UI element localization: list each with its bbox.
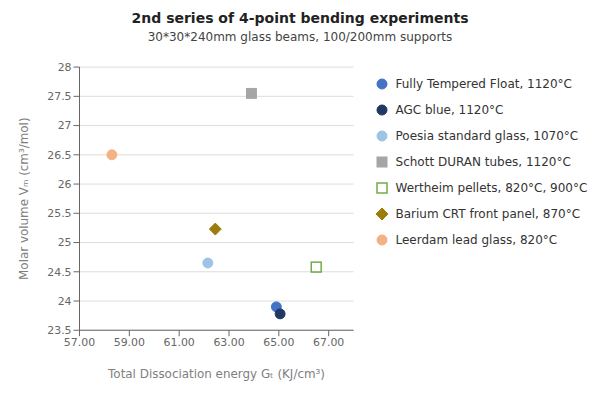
svg-text:24.5: 24.5 <box>47 266 71 279</box>
html-text:2nd series of 4-point bending: 2nd series of 4-point bending experiment… <box>131 10 469 26</box>
svg-text:59.00: 59.00 <box>114 336 145 349</box>
svg-text:Molar volume Vₘ (cm³/mol): Molar volume Vₘ (cm³/mol) <box>17 117 31 280</box>
html-text:Barium CRT front panel, 870°C: Barium CRT front panel, 870°C <box>395 207 580 221</box>
svg-text:61.00: 61.00 <box>164 336 195 349</box>
svg-text:67.00: 67.00 <box>313 336 344 349</box>
html-text:Fully Tempered Float, 1120°C: Fully Tempered Float, 1120°C <box>395 77 572 91</box>
html-text:Wertheim pellets, 820°C, 900°C: Wertheim pellets, 820°C, 900°C <box>395 181 588 195</box>
html-text:AGC blue, 1120°C: AGC blue, 1120°C <box>395 103 504 117</box>
html-text:Schott DURAN tubes, 1120°C: Schott DURAN tubes, 1120°C <box>395 155 571 169</box>
svg-text:63.00: 63.00 <box>213 336 244 349</box>
html-text:Poesia standard glass, 1070°C: Poesia standard glass, 1070°C <box>395 129 579 143</box>
svg-text:24: 24 <box>58 295 72 308</box>
svg-text:27.5: 27.5 <box>47 90 71 103</box>
html-text:Leerdam lead glass, 820°C: Leerdam lead glass, 820°C <box>395 233 558 247</box>
svg-text:65.00: 65.00 <box>263 336 294 349</box>
svg-text:23.5: 23.5 <box>47 324 71 337</box>
svg-text:27: 27 <box>58 119 72 132</box>
svg-text:25.5: 25.5 <box>47 207 71 220</box>
svg-text:25: 25 <box>58 236 72 249</box>
svg-text:26: 26 <box>58 178 72 191</box>
svg-text:26.5: 26.5 <box>47 149 71 162</box>
svg-text:28: 28 <box>58 61 72 74</box>
html-text:30*30*240mm glass beams, 100/2: 30*30*240mm glass beams, 100/200mm suppo… <box>147 30 453 44</box>
svg-text:57.00: 57.00 <box>64 336 95 349</box>
svg-text:Total Dissociation energy Gₜ (: Total Dissociation energy Gₜ (KJ/cm³) <box>107 367 325 381</box>
